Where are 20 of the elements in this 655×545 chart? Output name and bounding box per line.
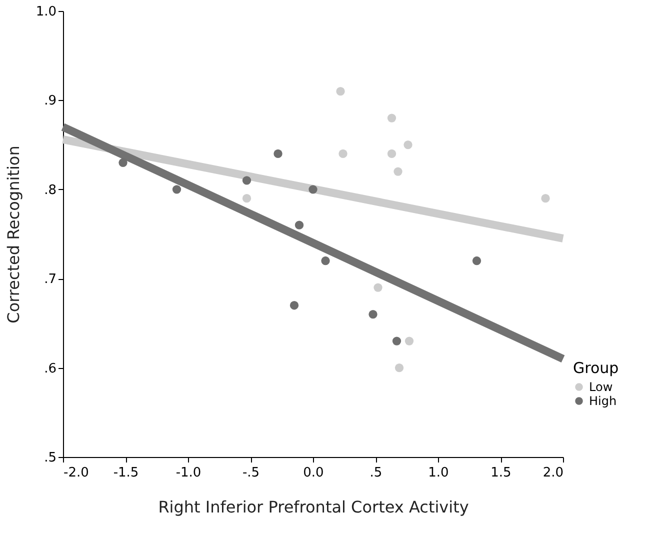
y-axis-title: Corrected Recognition [4, 146, 23, 324]
x-tick-label: 1.5 [490, 466, 512, 480]
x-tick-label: 2.0 [542, 466, 564, 480]
legend-label: Low [589, 380, 613, 394]
legend-title: Group [573, 359, 619, 377]
x-axis-title: Right Inferior Prefrontal Cortex Activity [158, 498, 469, 516]
y-tick-label: .8 [44, 182, 56, 198]
x-tick-label: -1.5 [113, 466, 139, 480]
x-tick-label: 0.0 [303, 466, 324, 480]
x-tick-label: -2.0 [64, 466, 89, 480]
legend-label: High [589, 394, 617, 408]
y-tick-label: .9 [44, 94, 56, 109]
x-tick-label: -1.0 [176, 466, 202, 480]
y-tick-label: .5 [44, 450, 56, 466]
x-tick-label: 1.0 [428, 466, 449, 480]
y-tick-label: .6 [44, 361, 56, 376]
y-tick-label: .7 [44, 272, 56, 288]
x-tick-label: -.5 [242, 466, 260, 480]
x-tick-label: .5 [370, 466, 382, 480]
y-tick-label: 1.0 [36, 4, 56, 20]
